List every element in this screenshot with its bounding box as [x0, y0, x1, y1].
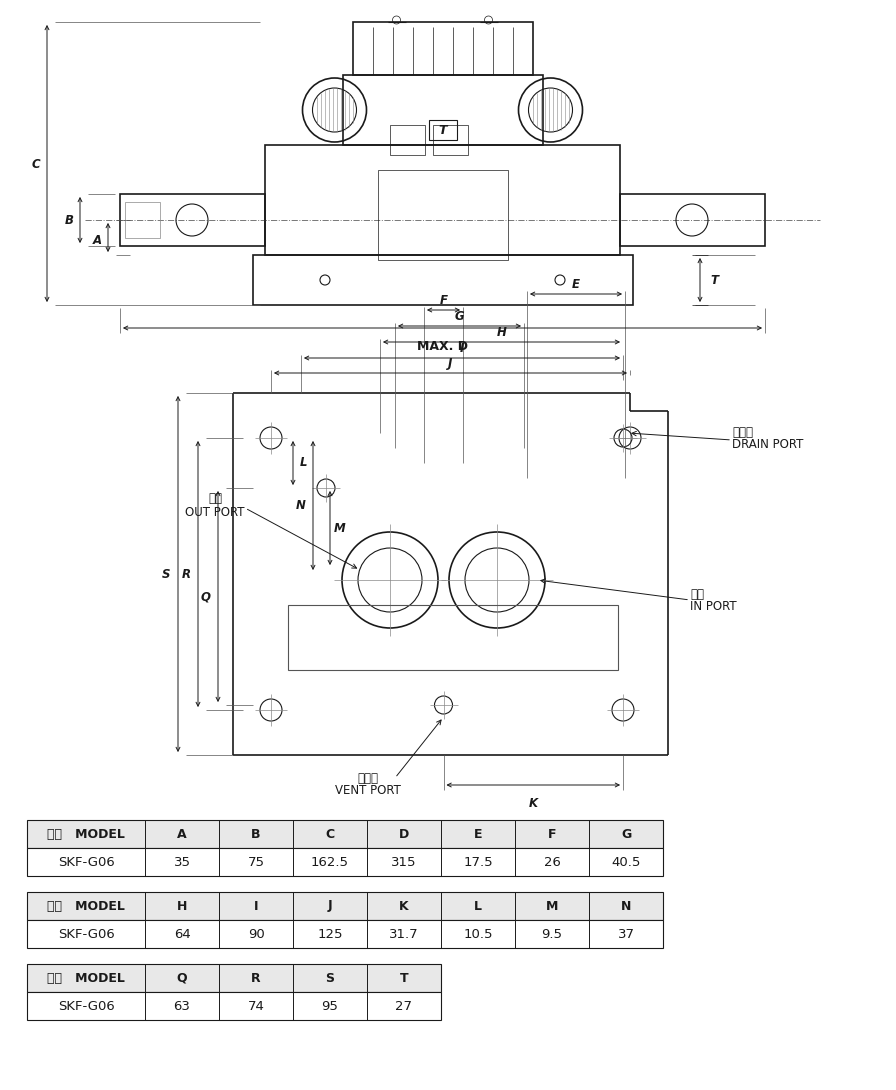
Bar [342, 75, 542, 145]
Bar [27, 848, 663, 876]
Text: R: R [182, 568, 191, 581]
Text: T: T [400, 971, 409, 984]
Text: 64: 64 [174, 928, 190, 941]
Text: H: H [177, 899, 187, 912]
Text: 型式   MODEL: 型式 MODEL [47, 827, 125, 840]
Bar [352, 22, 532, 75]
Text: H: H [496, 326, 506, 339]
Bar [27, 992, 441, 1020]
Text: C: C [31, 158, 40, 171]
Text: I: I [254, 899, 258, 912]
Text: S: S [162, 568, 170, 581]
Text: 40.5: 40.5 [611, 856, 641, 869]
Text: 入口: 入口 [690, 588, 704, 601]
Text: F: F [547, 827, 556, 840]
Text: G: G [621, 827, 631, 840]
Text: B: B [65, 214, 73, 227]
Text: 出口: 出口 [208, 492, 222, 505]
Text: A: A [177, 827, 186, 840]
Bar [120, 194, 265, 246]
Text: 95: 95 [322, 1000, 339, 1013]
Text: L: L [299, 457, 306, 470]
Text: F: F [440, 293, 447, 306]
Text: K: K [529, 797, 538, 810]
Text: 63: 63 [174, 1000, 191, 1013]
Bar [27, 920, 663, 948]
Text: 型式   MODEL: 型式 MODEL [47, 899, 125, 912]
Text: M: M [546, 899, 558, 912]
Text: E: E [474, 827, 482, 840]
Text: N: N [621, 899, 631, 912]
Text: 型式   MODEL: 型式 MODEL [47, 971, 125, 984]
Text: 74: 74 [247, 1000, 264, 1013]
Text: 90: 90 [247, 928, 264, 941]
Text: VENT PORT: VENT PORT [335, 785, 401, 798]
Text: N: N [296, 499, 306, 512]
Bar [253, 255, 633, 305]
Bar [288, 605, 618, 670]
Text: R: R [251, 971, 261, 984]
Text: 315: 315 [392, 856, 417, 869]
Text: Q: Q [201, 590, 211, 603]
Bar [377, 170, 507, 261]
Text: B: B [251, 827, 261, 840]
Text: SKF-G06: SKF-G06 [57, 928, 115, 941]
Text: T: T [710, 274, 718, 287]
Text: Q: Q [177, 971, 187, 984]
Text: S: S [325, 971, 334, 984]
Text: 洩流口: 洩流口 [732, 425, 753, 438]
Text: 125: 125 [317, 928, 343, 941]
Text: IN PORT: IN PORT [690, 601, 737, 614]
Text: I: I [460, 341, 464, 354]
Text: G: G [454, 310, 464, 323]
Bar [125, 202, 160, 238]
Text: D: D [399, 827, 409, 840]
Text: OUT PORT: OUT PORT [185, 506, 245, 519]
Bar [433, 125, 468, 155]
Text: M: M [334, 521, 346, 534]
Text: 27: 27 [395, 1000, 412, 1013]
Text: J: J [328, 899, 332, 912]
Text: 10.5: 10.5 [463, 928, 493, 941]
Text: A: A [92, 233, 101, 246]
Text: DRAIN PORT: DRAIN PORT [732, 438, 804, 451]
Text: MAX. D: MAX. D [417, 340, 468, 353]
Text: SKF-G06: SKF-G06 [57, 1000, 115, 1013]
Text: 遙控孔: 遙控孔 [358, 772, 378, 785]
Text: 75: 75 [247, 856, 264, 869]
Text: 37: 37 [617, 928, 634, 941]
Text: E: E [572, 278, 580, 291]
Text: 26: 26 [544, 856, 560, 869]
Text: 9.5: 9.5 [541, 928, 563, 941]
Text: L: L [474, 899, 482, 912]
Text: 162.5: 162.5 [311, 856, 349, 869]
Bar [620, 194, 765, 246]
Text: J: J [448, 356, 452, 370]
Bar [390, 125, 425, 155]
Text: 17.5: 17.5 [463, 856, 493, 869]
Text: K: K [400, 899, 409, 912]
Bar [27, 820, 663, 848]
Text: C: C [325, 827, 334, 840]
Bar [27, 892, 663, 920]
Bar [428, 120, 456, 140]
Bar [27, 964, 441, 992]
Text: 35: 35 [174, 856, 191, 869]
Bar [265, 145, 620, 255]
Text: 31.7: 31.7 [389, 928, 418, 941]
Text: SKF-G06: SKF-G06 [57, 856, 115, 869]
Text: T: T [438, 123, 447, 136]
